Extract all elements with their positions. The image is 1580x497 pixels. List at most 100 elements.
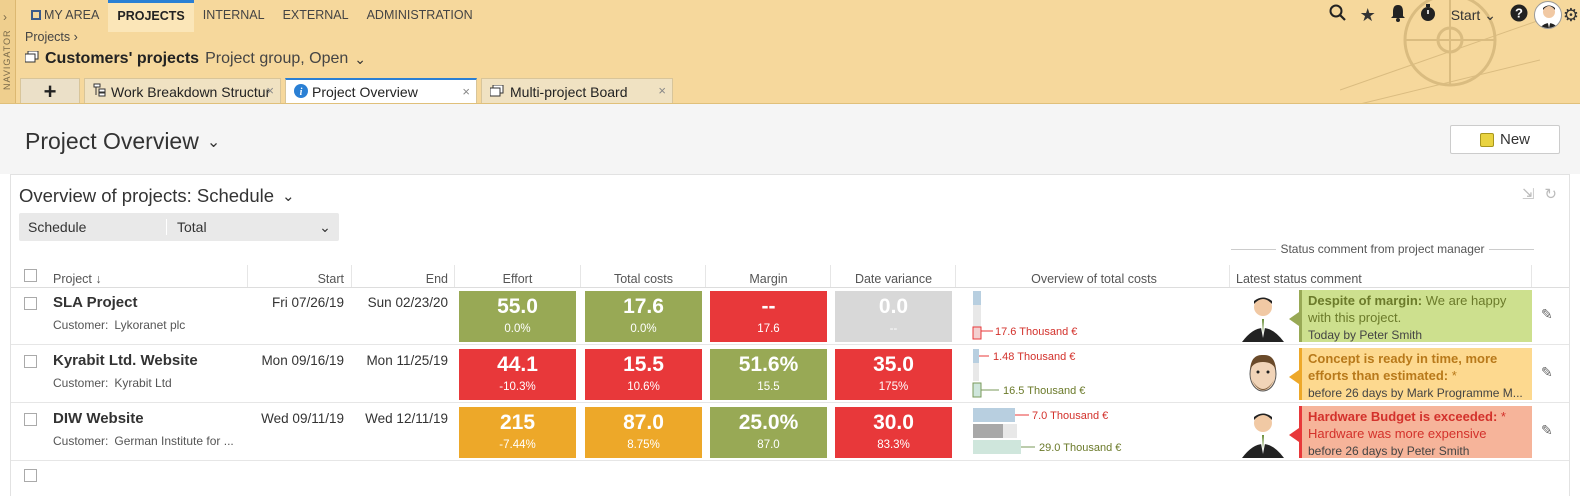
tile-value: 0.0 [878, 295, 909, 318]
add-tab-button[interactable]: + [20, 78, 80, 103]
col-date-variance[interactable]: Date variance [854, 272, 933, 286]
page-title[interactable]: Project Overview ⌄ [25, 128, 220, 155]
tab-multi-project-board[interactable]: Multi-project Board × [481, 78, 673, 103]
status-comment[interactable]: Concept is ready in time, more efforts t… [1231, 346, 1532, 403]
info-icon: i [294, 83, 308, 101]
costs-tile[interactable]: 15.5 10.6% [585, 349, 702, 400]
page-header: Project Overview ⌄ New [0, 104, 1580, 174]
customer: Customer: Kyrabit Ltd [53, 376, 172, 390]
filter-total[interactable]: Total [177, 219, 207, 235]
project-group-title[interactable]: Customers' projects Project group, Open … [24, 50, 366, 68]
tab-work-breakdown[interactable]: Work Breakdown Structur × [84, 78, 281, 103]
navigator-strip[interactable]: › NAVIGATOR [0, 0, 16, 103]
navigator-label: NAVIGATOR [2, 29, 12, 90]
start-menu[interactable]: Start ⌄ [1443, 7, 1504, 24]
margin-tile[interactable]: 25.0% 87.0 [710, 407, 827, 458]
nav-internal[interactable]: INTERNAL [202, 8, 265, 22]
new-icon [1479, 132, 1494, 147]
bearded-man-icon [1249, 354, 1277, 392]
column-divider [955, 265, 956, 287]
customer-label: Customer: [53, 434, 109, 448]
chevron-down-icon[interactable]: ⌄ [319, 218, 331, 235]
table-row[interactable]: Kyrabit Ltd. Website Customer: Kyrabit Lt… [11, 346, 1569, 403]
nav-external[interactable]: EXTERNAL [282, 8, 349, 22]
row-checkbox[interactable] [24, 469, 37, 482]
tile-value: 51.6% [738, 353, 799, 376]
new-row [11, 461, 1569, 497]
row-checkbox[interactable] [24, 297, 37, 310]
column-divider [580, 265, 581, 287]
effort-tile[interactable]: 215 -7.44% [459, 407, 576, 458]
project-name[interactable]: SLA Project [53, 294, 138, 311]
row-checkbox[interactable] [24, 413, 37, 426]
effort-tile[interactable]: 44.1 -10.3% [459, 349, 576, 400]
costs-tile[interactable]: 87.0 8.75% [585, 407, 702, 458]
costs-tile[interactable]: 17.6 0.0% [585, 291, 702, 342]
col-latest-status[interactable]: Latest status comment [1236, 272, 1362, 286]
status-comment[interactable]: Hardware Budget is exceeded: * Hardware … [1231, 404, 1532, 461]
export-icon[interactable]: ⇲ [1521, 186, 1535, 203]
nav-projects[interactable]: PROJECTS [108, 0, 194, 32]
edit-icon[interactable]: ✎ [1541, 364, 1553, 380]
close-icon[interactable]: × [266, 83, 274, 98]
tab-label: Work Breakdown Structur [111, 83, 269, 100]
col-start[interactable]: Start [317, 272, 344, 286]
tab-project-overview[interactable]: i Project Overview × [285, 78, 477, 103]
tab-bar: + Work Breakdown Structur × i Project Ov… [20, 78, 677, 103]
filter-schedule[interactable]: Schedule [19, 219, 167, 235]
col-overview-costs[interactable]: Overview of total costs [1031, 272, 1157, 286]
help-icon[interactable]: ? [1504, 4, 1534, 27]
hierarchy-icon [93, 83, 107, 100]
col-end[interactable]: End [425, 272, 448, 286]
margin-tile[interactable]: 51.6% 15.5 [710, 349, 827, 400]
customer-name: Lykoranet plc [114, 318, 186, 332]
date-variance-tile[interactable]: 35.0 175% [835, 349, 952, 400]
breadcrumb[interactable]: Projects › [25, 30, 78, 44]
status-comment[interactable]: Despite of margin: We are happy with thi… [1231, 288, 1532, 345]
col-margin[interactable]: Margin [749, 272, 788, 286]
table-row[interactable]: DIW Website Customer: German Institute fo… [11, 404, 1569, 461]
status-group-header: Status comment from project manager [1231, 242, 1534, 263]
effort-tile[interactable]: 55.0 0.0% [459, 291, 576, 342]
project-name[interactable]: Kyrabit Ltd. Website [53, 352, 198, 369]
gear-icon[interactable]: ⚙ [1562, 4, 1580, 25]
overview-title[interactable]: Overview of projects: Schedule ⌄ [19, 185, 295, 207]
status-title: Hardware Budget is exceeded: [1308, 409, 1498, 424]
new-button[interactable]: New [1450, 125, 1560, 154]
start-date: Fri 07/26/19 [271, 295, 344, 310]
stopwatch-icon[interactable] [1413, 3, 1443, 27]
status-box: Hardware Budget is exceeded: * Hardware … [1299, 406, 1532, 458]
tile-value: 55.0 [497, 295, 538, 318]
select-all-checkbox[interactable] [24, 269, 37, 282]
close-icon[interactable]: × [462, 84, 470, 99]
status-text: * Hardware was more expensive [1308, 409, 1506, 441]
table-row[interactable]: SLA Project Customer: Lykoranet plc Fri 0… [11, 288, 1569, 345]
edit-icon[interactable]: ✎ [1541, 306, 1553, 322]
col-project[interactable]: Project ↓ [53, 269, 102, 289]
refresh-icon[interactable]: ↻ [1544, 186, 1557, 203]
panel-toolbar: ⇲ ↻ [1522, 185, 1557, 203]
star-icon[interactable]: ★ [1359, 4, 1376, 25]
tile-sub: 175% [878, 381, 909, 393]
date-variance-tile[interactable]: 30.0 83.3% [835, 407, 952, 458]
cost-label: 16.5 Thousand € [1003, 385, 1085, 397]
tile-value: 35.0 [873, 353, 914, 376]
customer-name: German Institute for ... [114, 434, 234, 448]
close-icon[interactable]: × [658, 83, 666, 98]
status-author: Today by Peter Smith [1308, 328, 1423, 342]
cost-overview-chart: 7.0 Thousand € 29.0 Thousand € [963, 404, 1225, 461]
bell-icon[interactable] [1383, 4, 1413, 27]
edit-icon[interactable]: ✎ [1541, 422, 1553, 438]
nav-my-area[interactable]: MY AREA [22, 0, 108, 32]
project-name[interactable]: DIW Website [53, 410, 144, 427]
col-effort[interactable]: Effort [502, 272, 533, 286]
tile-value: -- [761, 295, 776, 318]
filter-bar[interactable]: Schedule Total ⌄ [19, 213, 339, 241]
margin-tile[interactable]: -- 17.6 [710, 291, 827, 342]
row-checkbox[interactable] [24, 355, 37, 368]
col-total-costs[interactable]: Total costs [613, 272, 674, 286]
user-avatar[interactable] [1534, 1, 1562, 29]
date-variance-tile[interactable]: 0.0 -- [835, 291, 952, 342]
search-icon[interactable] [1323, 4, 1353, 27]
nav-administration[interactable]: ADMINISTRATION [366, 8, 473, 22]
